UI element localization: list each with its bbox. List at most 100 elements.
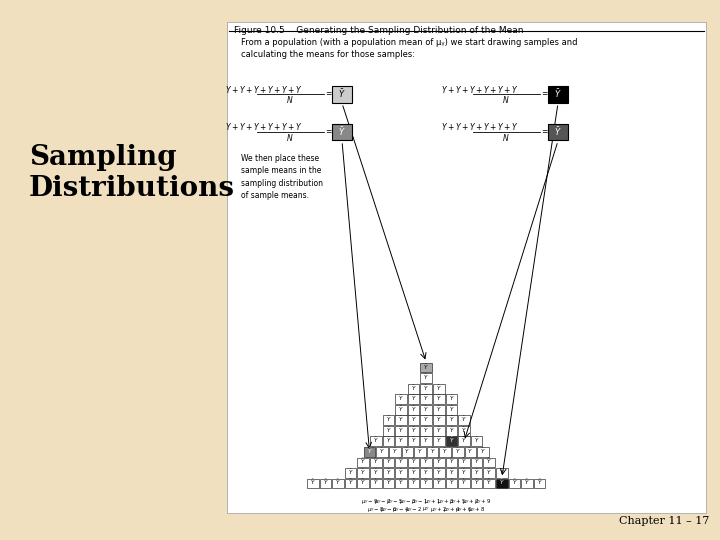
Bar [345, 468, 356, 478]
Bar [357, 468, 369, 478]
Bar [508, 478, 521, 488]
Text: $\bar{Y}$: $\bar{Y}$ [411, 478, 416, 488]
Text: $\mu_{\bar{Y}}+9$: $\mu_{\bar{Y}}+9$ [474, 497, 492, 507]
Bar [402, 447, 413, 457]
Text: $\bar{Y}$: $\bar{Y}$ [411, 457, 416, 467]
Text: $\bar{Y}$: $\bar{Y}$ [537, 478, 542, 488]
Text: $\bar{Y}$: $\bar{Y}$ [423, 468, 429, 477]
Bar [370, 468, 382, 478]
Bar [382, 436, 395, 446]
Text: $\bar{Y}$: $\bar{Y}$ [462, 426, 467, 435]
Bar [408, 415, 420, 425]
Text: $\bar{Y}$: $\bar{Y}$ [436, 457, 441, 467]
Text: $\bar{Y}$: $\bar{Y}$ [398, 457, 404, 467]
Bar [408, 405, 420, 415]
Bar [420, 394, 432, 404]
Text: $\bar{Y}$: $\bar{Y}$ [379, 447, 385, 456]
Text: $\bar{Y}$: $\bar{Y}$ [398, 436, 404, 446]
Text: $\bar{Y}$: $\bar{Y}$ [449, 436, 454, 446]
Text: $\bar{Y}$: $\bar{Y}$ [487, 457, 492, 467]
Text: $\mu_{\bar{Y}}-6$: $\mu_{\bar{Y}}-6$ [380, 505, 397, 514]
Text: $\bar{Y}$: $\bar{Y}$ [373, 478, 379, 488]
Bar [420, 373, 432, 383]
Text: $\bar{Y}$: $\bar{Y}$ [423, 478, 429, 488]
Bar [439, 447, 451, 457]
Bar [446, 426, 457, 436]
Text: $\bar{Y}$: $\bar{Y}$ [449, 468, 454, 477]
Text: $N$: $N$ [287, 94, 294, 105]
Text: $\bar{Y}$: $\bar{Y}$ [554, 87, 562, 100]
Bar [395, 415, 407, 425]
Bar [382, 457, 395, 467]
Text: =: = [541, 90, 548, 98]
Text: $\bar{Y}$: $\bar{Y}$ [398, 468, 404, 477]
Text: $\bar{Y}$: $\bar{Y}$ [524, 478, 530, 488]
Bar [433, 405, 445, 415]
Bar [458, 468, 470, 478]
Text: $\bar{Y}$: $\bar{Y}$ [436, 468, 441, 477]
Text: $\bar{Y}$: $\bar{Y}$ [411, 404, 416, 414]
Text: Chapter 11 – 17: Chapter 11 – 17 [618, 516, 709, 526]
Text: $\bar{Y}$: $\bar{Y}$ [386, 426, 391, 435]
Text: $Y+Y+Y+Y+Y+Y$: $Y+Y+Y+Y+Y+Y$ [225, 122, 302, 132]
Text: From a population (with a population mean of μᵧ) we start drawing samples and
ca: From a population (with a population mea… [241, 38, 577, 59]
Bar [332, 86, 352, 103]
Text: We then place these
sample means in the
sampling distribution
of sample means.: We then place these sample means in the … [241, 154, 323, 200]
Text: $\bar{Y}$: $\bar{Y}$ [386, 468, 391, 477]
Text: $\bar{Y}$: $\bar{Y}$ [474, 468, 480, 477]
Bar [395, 436, 407, 446]
Bar [464, 447, 476, 457]
Text: $\bar{Y}$: $\bar{Y}$ [423, 394, 429, 403]
Text: $\bar{Y}$: $\bar{Y}$ [373, 436, 379, 446]
Bar [471, 436, 482, 446]
Bar [471, 457, 482, 467]
Bar [483, 478, 495, 488]
Bar [420, 415, 432, 425]
Text: $N$: $N$ [503, 94, 510, 105]
Text: $\bar{Y}$: $\bar{Y}$ [430, 447, 436, 456]
Bar [477, 447, 489, 457]
Bar [433, 468, 445, 478]
Bar [395, 457, 407, 467]
Bar [471, 468, 482, 478]
Text: $\bar{Y}$: $\bar{Y}$ [449, 478, 454, 488]
Text: $\bar{Y}$: $\bar{Y}$ [499, 478, 505, 488]
Text: $\bar{Y}$: $\bar{Y}$ [423, 373, 429, 382]
Text: $\bar{Y}$: $\bar{Y}$ [373, 468, 379, 477]
Bar [548, 86, 568, 103]
Text: $N$: $N$ [287, 132, 294, 143]
Text: $\bar{Y}$: $\bar{Y}$ [386, 415, 391, 424]
Text: $\bar{Y}$: $\bar{Y}$ [417, 447, 423, 456]
Text: $\mu_{\bar{Y}}+7$: $\mu_{\bar{Y}}+7$ [462, 497, 479, 507]
Text: $\bar{Y}$: $\bar{Y}$ [423, 457, 429, 467]
Bar [458, 436, 470, 446]
Bar [496, 478, 508, 488]
Text: $\bar{Y}$: $\bar{Y}$ [442, 447, 448, 456]
Bar [370, 478, 382, 488]
Text: $\bar{Y}$: $\bar{Y}$ [366, 447, 372, 456]
Bar [370, 457, 382, 467]
Bar [534, 478, 546, 488]
Text: $\bar{Y}$: $\bar{Y}$ [436, 394, 441, 403]
Bar [420, 468, 432, 478]
Text: $\bar{Y}$: $\bar{Y}$ [411, 383, 416, 393]
Bar [433, 415, 445, 425]
Bar [496, 468, 508, 478]
Text: $\bar{Y}$: $\bar{Y}$ [398, 394, 404, 403]
Text: Sampling
Distributions: Sampling Distributions [29, 144, 235, 202]
Text: $\bar{Y}$: $\bar{Y}$ [386, 457, 391, 467]
Text: $\bar{Y}$: $\bar{Y}$ [386, 478, 391, 488]
Bar [458, 415, 470, 425]
Text: $\bar{Y}$: $\bar{Y}$ [411, 426, 416, 435]
Text: $\bar{Y}$: $\bar{Y}$ [398, 426, 404, 435]
Text: $\bar{Y}$: $\bar{Y}$ [392, 447, 397, 456]
Text: $\bar{Y}$: $\bar{Y}$ [449, 457, 454, 467]
Text: $\mu_{\bar{Y}}+2$: $\mu_{\bar{Y}}+2$ [431, 505, 447, 514]
Bar [548, 124, 568, 140]
Bar [320, 478, 331, 488]
Text: $\bar{Y}$: $\bar{Y}$ [323, 478, 328, 488]
Text: $N$: $N$ [503, 132, 510, 143]
Bar [307, 478, 319, 488]
Text: $\bar{Y}$: $\bar{Y}$ [449, 415, 454, 424]
Text: $\bar{Y}$: $\bar{Y}$ [411, 436, 416, 446]
